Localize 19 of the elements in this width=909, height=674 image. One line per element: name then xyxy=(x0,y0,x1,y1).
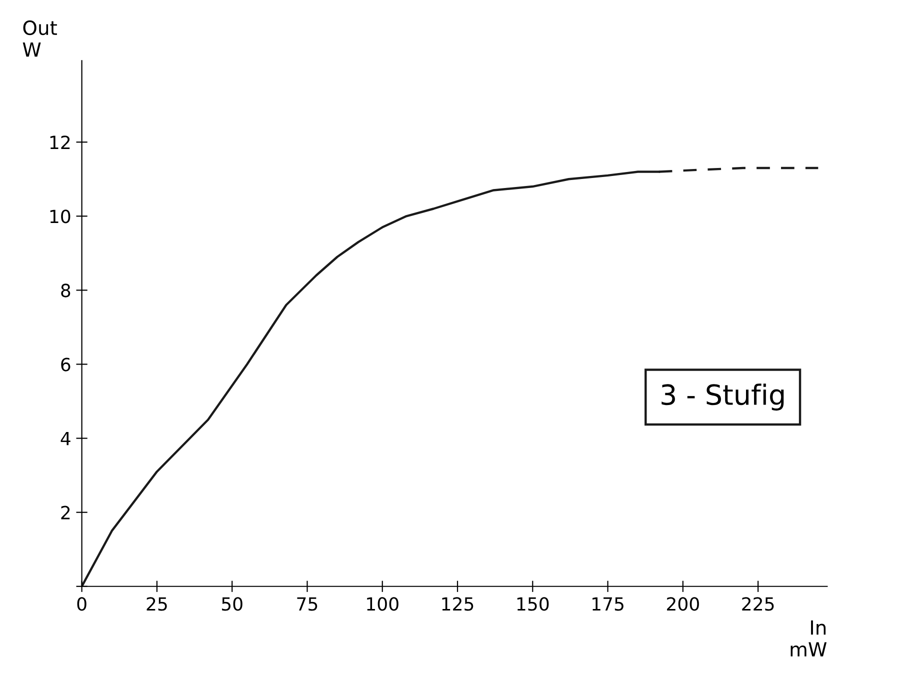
x-tick-label: 225 xyxy=(742,597,774,611)
y-tick-label: 6 xyxy=(61,358,70,372)
x-tick-label: 125 xyxy=(442,597,474,611)
x-tick-label: 0 xyxy=(77,597,86,611)
y-tick-label: 12 xyxy=(50,136,70,149)
y-axis-title: Out W xyxy=(22,20,57,57)
x-tick-label: 175 xyxy=(592,597,624,611)
annotation: 3 - Stufig xyxy=(662,384,784,411)
x-tick-label: 200 xyxy=(667,597,699,611)
y-tick-label: 8 xyxy=(61,284,70,298)
x-tick-label: 150 xyxy=(517,597,549,611)
y-tick-label: 2 xyxy=(61,506,70,520)
y-tick-label: 4 xyxy=(60,432,70,446)
y-tick-label: 10 xyxy=(50,210,70,224)
x-tick-label: 75 xyxy=(297,597,318,611)
x-tick-label: 50 xyxy=(222,597,242,611)
x-tick-label: 25 xyxy=(146,597,167,611)
x-tick-label: 100 xyxy=(367,597,398,611)
x-axis-title: In mW xyxy=(790,620,827,656)
